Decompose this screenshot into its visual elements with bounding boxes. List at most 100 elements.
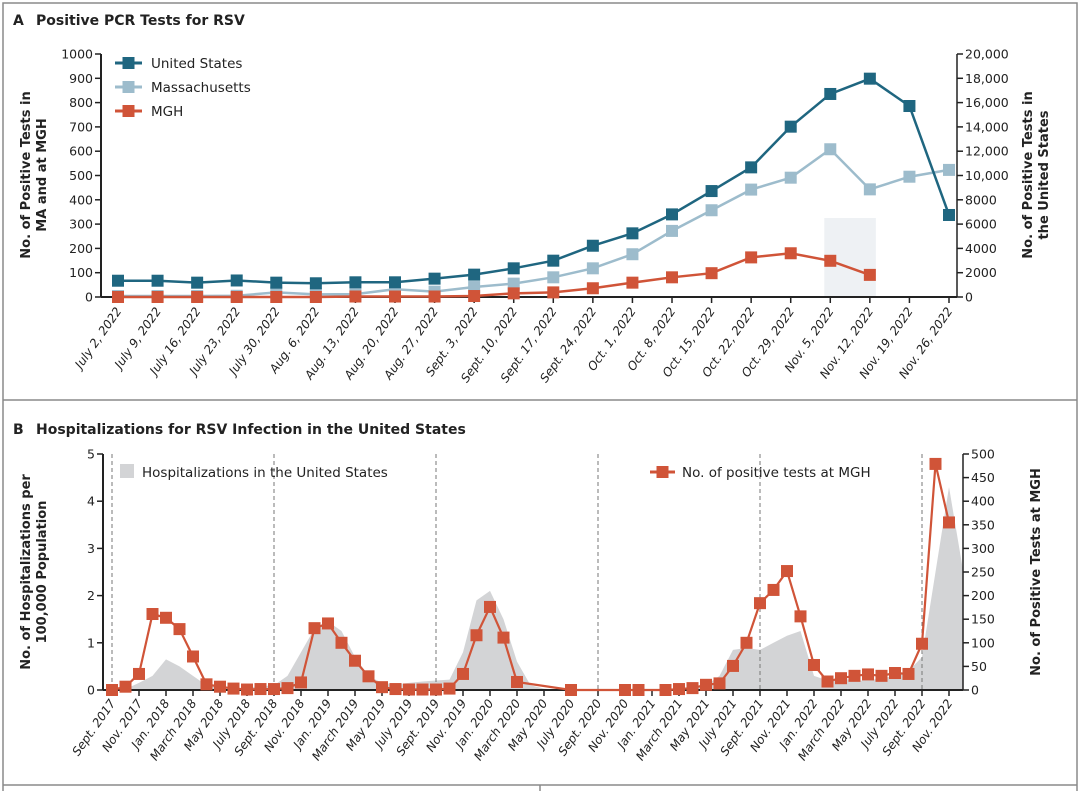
data-point [468,290,481,303]
data-point [254,683,267,696]
data-point [112,274,124,287]
left-axis-title-line: MA and at MGH [35,118,50,231]
data-point [428,290,441,303]
data-point [784,171,797,184]
y-tick-label: 1 [87,635,95,650]
y-tick-label: 800 [69,95,93,110]
data-point [268,683,280,696]
data-point [659,684,672,696]
data-point [160,611,172,624]
y-tick-label: 700 [69,119,93,134]
data-point [666,224,678,237]
y-right-tick-label: 150 [971,612,995,627]
data-point [416,683,429,696]
data-point [507,262,520,275]
y-right-tick-label: 8000 [965,192,997,207]
data-point [767,583,780,596]
legend-label: No. of positive tests at MGH [682,465,871,481]
data-point [835,672,847,685]
y-tick-label: 300 [69,217,93,232]
right-axis-title: No. of Positive Tests at MGH [1029,468,1044,676]
y-tick-label: 5 [87,447,95,462]
data-point [227,682,240,695]
data-point [754,597,766,610]
data-point [929,457,942,470]
legend-label: MGH [151,104,183,120]
data-point [187,650,199,663]
data-point [586,282,599,295]
data-point [430,683,442,696]
data-point [106,684,118,696]
data-point [632,684,645,696]
left-axis-title: No. of Positive Tests inMA and at MGH [19,91,50,258]
legend-label: Hospitalizations in the United States [142,465,388,481]
panel-b-title: Hospitalizations for RSV Infection in th… [36,422,466,438]
data-point [376,681,388,694]
data-point [824,143,837,156]
data-point [214,680,226,693]
data-point [241,683,253,696]
panel-a-letter: A [13,13,24,29]
data-point [389,683,402,696]
data-point [457,667,469,680]
y-tick-label: 1000 [61,47,93,62]
data-point [511,675,523,688]
data-point [745,161,758,174]
data-point [794,610,807,623]
data-point [191,291,204,303]
data-point [295,676,307,689]
data-point [362,670,375,683]
data-point [173,623,186,636]
data-point [863,183,876,196]
data-point [112,291,124,303]
data-point [151,274,164,287]
data-point [686,682,699,695]
data-point [727,659,739,672]
y-tick-label: 0 [85,290,93,305]
data-point [322,617,334,630]
data-point [484,600,496,613]
panel-a-title: Positive PCR Tests for RSV [36,13,245,29]
y-tick-label: 900 [69,71,93,86]
data-point [428,272,441,285]
right-axis-title-line: the United States [1037,110,1052,239]
data-point [151,291,164,303]
data-point [308,622,321,635]
data-point [862,668,874,681]
data-point [497,631,510,644]
data-point [824,254,837,267]
data-point [349,654,361,667]
data-point [565,684,577,696]
data-point [626,227,639,240]
y-right-tick-label: 200 [971,588,995,603]
y-right-tick-label: 0 [971,683,979,698]
data-point [700,678,712,691]
y-right-tick-label: 300 [971,541,995,556]
legend-area-swatch [120,464,134,478]
y-right-tick-label: 350 [971,517,995,532]
legend-marker [122,57,135,69]
left-axis-title-line: No. of Hospitalizations per [19,474,34,670]
y-tick-label: 100 [69,265,93,280]
y-right-tick-label: 400 [971,494,995,509]
y-right-tick-label: 450 [971,470,995,485]
data-point [586,262,599,275]
data-point [848,669,861,682]
legend-marker [122,81,135,93]
data-point [626,248,639,261]
y-tick-label: 400 [69,192,93,207]
data-point [146,608,159,621]
data-point [781,565,793,578]
data-point [389,276,401,289]
data-point [626,276,639,289]
data-point [547,271,560,284]
panel-a-chart: 0 100 200 300 400 500 600 700 800 900 1000 0 2000 400… [19,47,1052,386]
data-point [673,683,685,696]
data-point [863,268,876,281]
data-point [191,276,204,289]
data-point [335,636,348,649]
data-point [713,677,726,690]
data-point [863,72,876,85]
y-right-tick-label: 6000 [965,217,997,232]
